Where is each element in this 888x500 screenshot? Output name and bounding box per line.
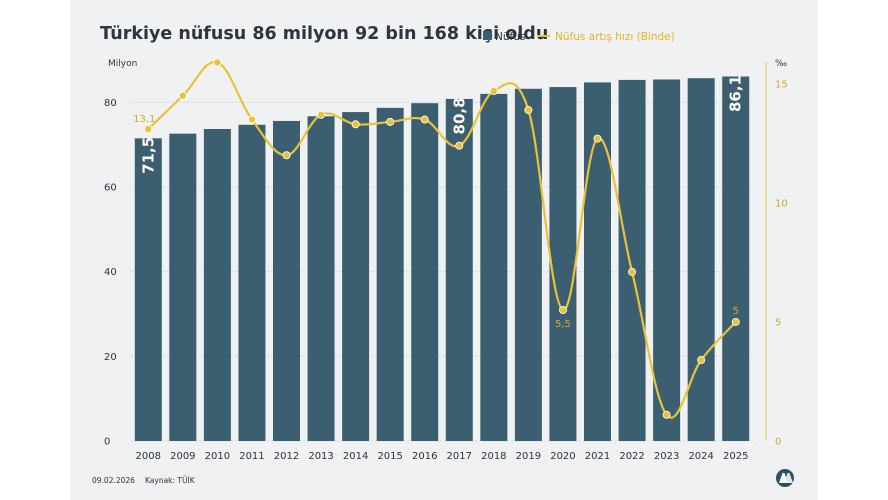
bar-2018 (480, 93, 508, 441)
bar-2023 (653, 79, 681, 442)
right-tick-label: 10 (775, 198, 788, 209)
left-axis-unit: Milyon (108, 59, 137, 69)
x-tick-label: 2021 (585, 451, 610, 462)
right-tick-label: 5 (775, 317, 781, 328)
axis-layer: 0 20 40 60 80 0 5 10 15 2008 2009 2010 2011 2012 2013 2… (104, 62, 788, 462)
growth-point-2023 (662, 410, 671, 419)
right-axis-unit: ‰ (775, 59, 787, 69)
growth-rate-line (147, 60, 737, 419)
footer-source: Kaynak: TÜİK (145, 476, 196, 485)
x-tick-label: 2008 (136, 451, 161, 462)
bar-2012 (273, 120, 300, 442)
bar-2015 (376, 107, 404, 441)
combo-chart: Türkiye nüfusu 86 milyon 92 bin 168 kişi… (92, 24, 794, 487)
x-tick-label: 2017 (447, 451, 472, 462)
x-tick-label: 2022 (619, 451, 644, 462)
x-tick-label: 2011 (239, 451, 264, 462)
bar-2008 (134, 138, 162, 442)
line-value-label: 13,1 (133, 114, 155, 125)
right-tick-label: 0 (775, 437, 781, 448)
x-tick-label: 2009 (170, 451, 195, 462)
growth-point-2013 (317, 110, 326, 119)
bar-2009 (169, 133, 197, 441)
growth-point-2014 (351, 120, 360, 129)
bar-2022 (618, 79, 646, 441)
growth-point-2024 (697, 356, 706, 365)
growth-point-2022 (628, 267, 637, 276)
bar-value-label: 86,1 (727, 75, 745, 112)
line-value-label: 5 (733, 306, 739, 317)
bar-2010 (203, 129, 231, 441)
bar-2013 (307, 116, 335, 441)
growth-point-2025 (731, 317, 740, 326)
line-value-label: 5,5 (555, 319, 571, 330)
bar-2016 (411, 103, 439, 442)
bar-layer (134, 76, 750, 442)
bar-2017 (445, 98, 473, 442)
x-tick-label: 2025 (723, 451, 748, 462)
growth-point-2016 (420, 115, 429, 124)
x-tick-label: 2015 (377, 451, 402, 462)
x-tick-label: 2012 (274, 451, 299, 462)
footer-date: 09.02.2026 (92, 476, 135, 485)
legend-label-line: Nüfus artış hızı (Binde) (555, 31, 675, 43)
x-tick-label: 2010 (205, 451, 230, 462)
right-tick-label: 15 (775, 79, 788, 90)
growth-point-2008 (144, 125, 153, 134)
x-tick-label: 2018 (481, 451, 506, 462)
x-tick-label: 2023 (654, 451, 679, 462)
label-layer: 71,5 80,8 86,1 13,1 5,5 5 (133, 75, 745, 330)
x-tick-label: 2019 (516, 451, 541, 462)
growth-point-2015 (386, 117, 395, 126)
bar-2014 (342, 112, 370, 441)
bar-2024 (687, 78, 715, 441)
growth-point-2017 (455, 141, 464, 150)
x-tick-label: 2016 (412, 451, 437, 462)
growth-point-2018 (489, 86, 498, 95)
left-tick-label: 20 (104, 352, 117, 363)
growth-point-2012 (282, 151, 291, 160)
left-tick-label: 60 (104, 183, 117, 194)
left-tick-label: 40 (104, 267, 117, 278)
x-tick-label: 2020 (550, 451, 575, 462)
chart-card: Türkiye nüfusu 86 milyon 92 bin 168 kişi… (70, 0, 818, 500)
line-layer (144, 58, 740, 419)
x-tick-label: 2024 (688, 451, 713, 462)
legend-label-bar: Nüfus (495, 31, 525, 43)
bar-2020 (549, 87, 577, 442)
x-tick-label: 2013 (308, 451, 333, 462)
bar-value-label: 80,8 (450, 97, 468, 134)
bar-value-label: 71,5 (139, 137, 157, 174)
aa-logo-icon (776, 469, 794, 487)
growth-point-2011 (247, 115, 256, 124)
growth-point-2020 (558, 306, 567, 315)
left-tick-label: 0 (104, 437, 110, 448)
left-tick-label: 80 (104, 98, 117, 109)
growth-point-2021 (593, 134, 602, 143)
bar-2025 (722, 76, 750, 441)
growth-point-2009 (178, 91, 187, 100)
growth-point-2019 (524, 106, 533, 115)
bar-2019 (514, 88, 542, 441)
chart-title: Türkiye nüfusu 86 milyon 92 bin 168 kişi… (100, 24, 548, 44)
x-tick-label: 2014 (343, 451, 368, 462)
bar-2011 (238, 124, 266, 442)
growth-point-2010 (213, 58, 222, 67)
legend-bar-swatch (483, 31, 492, 40)
